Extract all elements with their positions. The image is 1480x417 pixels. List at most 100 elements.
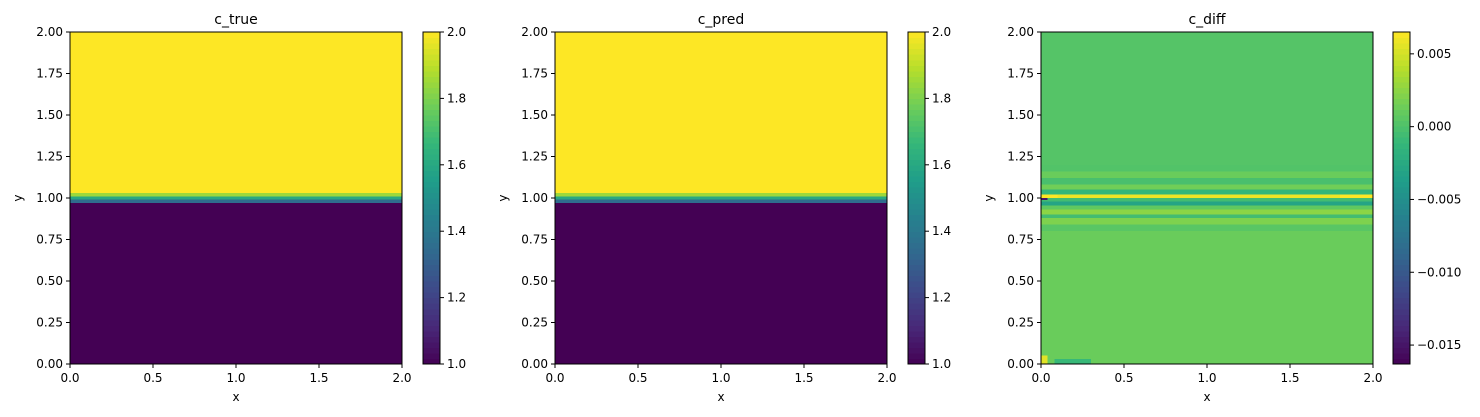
panel-1-colorbar-segment bbox=[423, 192, 440, 199]
panel-3-colorbar-segment bbox=[1393, 103, 1410, 111]
panel-3-colorbar-segment bbox=[1393, 330, 1410, 337]
panel-1-colorbar-segment bbox=[423, 103, 440, 111]
panel-3-heatmap-band bbox=[1041, 217, 1373, 225]
panel-2-colorbar-segment bbox=[908, 314, 925, 321]
panel-3-colorbar-segment bbox=[1393, 269, 1410, 277]
panel-2-colorbar-segment bbox=[908, 43, 925, 50]
panel-3-colorbar-segment bbox=[1393, 43, 1410, 50]
panel-2-colorbar-segment bbox=[908, 120, 925, 127]
panel-3-colorbar-segment bbox=[1393, 32, 1410, 39]
panel-1-colorbar-segment bbox=[423, 92, 440, 99]
panel-1-x-tick-label: 1.5 bbox=[309, 371, 328, 385]
panel-3-colorbar-segment bbox=[1393, 258, 1410, 265]
panel-1-colorbar-segment bbox=[423, 303, 440, 310]
panel-1-colorbar-segment bbox=[423, 341, 440, 348]
panel-3-colorbar-segment bbox=[1393, 59, 1410, 66]
panel-3-y-tick-label: 1.75 bbox=[1007, 67, 1034, 81]
panel-3-x-tick-label: 0.0 bbox=[1031, 371, 1050, 385]
panel-3-colorbar-tick-label: 0.005 bbox=[1417, 47, 1451, 61]
panel-2-colorbar-segment bbox=[908, 81, 925, 88]
panel-3-colorbar-segment bbox=[1393, 264, 1410, 271]
panel-1-colorbar-segment bbox=[423, 87, 440, 94]
panel-3-heatmap-spot bbox=[1339, 194, 1373, 198]
panel-2-colorbar-segment bbox=[908, 137, 925, 144]
panel-3-y-tick-label: 0.00 bbox=[1007, 357, 1034, 371]
panel-3-colorbar-segment bbox=[1393, 37, 1410, 44]
panel-2-y-tick-label: 0.50 bbox=[521, 274, 548, 288]
panel-3-y-axis-label: y bbox=[982, 194, 996, 201]
panel-3-colorbar-segment bbox=[1393, 126, 1410, 133]
panel-1-colorbar-segment bbox=[423, 209, 440, 216]
panel-3-heatmap-band bbox=[1041, 205, 1373, 210]
panel-3-colorbar-segment bbox=[1393, 286, 1410, 293]
panel-1-colorbar-segment bbox=[423, 153, 440, 160]
panel-1-colorbar-segment bbox=[423, 336, 440, 343]
panel-3-title: c_diff bbox=[1188, 12, 1225, 28]
panel-3-colorbar-segment bbox=[1393, 225, 1410, 232]
panel-1-y-tick-label: 0.25 bbox=[36, 316, 63, 330]
panel-3-colorbar-segment bbox=[1393, 214, 1410, 221]
panel-2-colorbar-segment bbox=[908, 59, 925, 66]
panel-1-colorbar-segment bbox=[423, 142, 440, 149]
panel-3-colorbar-segment bbox=[1393, 253, 1410, 260]
panel-1-colorbar-segment bbox=[423, 225, 440, 232]
panel-3-heatmap-spot bbox=[1054, 359, 1091, 364]
panel-3-colorbar-segment bbox=[1393, 109, 1410, 116]
panel-3-colorbar-segment bbox=[1393, 198, 1410, 205]
panel-3-x-axis-label: x bbox=[1203, 390, 1210, 404]
panel-2-x-tick-label: 1.5 bbox=[794, 371, 813, 385]
panel-3-colorbar-tick-label: −0.010 bbox=[1417, 265, 1461, 279]
panel-3-x-tick-label: 1.0 bbox=[1197, 371, 1216, 385]
panel-1-colorbar-segment bbox=[423, 76, 440, 83]
panel-1-colorbar-tick-label: 1.6 bbox=[447, 158, 466, 172]
panel-1-colorbar-segment bbox=[423, 242, 440, 249]
panel-2-colorbar-segment bbox=[908, 203, 925, 210]
panel-3-colorbar-segment bbox=[1393, 275, 1410, 282]
panel-3-colorbar-segment bbox=[1393, 76, 1410, 83]
panel-1-y-tick-label: 0.00 bbox=[36, 357, 63, 371]
panel-2-colorbar-segment bbox=[908, 175, 925, 182]
panel-2-colorbar-segment bbox=[908, 192, 925, 199]
panel-2-x-tick-label: 2.0 bbox=[877, 371, 896, 385]
panel-1-colorbar-segment bbox=[423, 347, 440, 354]
panel-3-colorbar-segment bbox=[1393, 220, 1410, 227]
panel-1-colorbar-tick-label: 1.0 bbox=[447, 357, 466, 371]
panel-1-colorbar-segment bbox=[423, 148, 440, 155]
panel-2-colorbar-segment bbox=[908, 209, 925, 216]
panel-2-colorbar-tick-label: 1.4 bbox=[932, 224, 951, 238]
panel-3-colorbar-frame bbox=[1392, 31, 1411, 365]
panel-1-colorbar-segment bbox=[423, 325, 440, 332]
panel-1-heatmap-band bbox=[70, 199, 402, 203]
panel-2-y-tick-label: 1.00 bbox=[521, 191, 548, 205]
panel-2-colorbar-segment bbox=[908, 281, 925, 288]
panel-1-colorbar-segment bbox=[423, 98, 440, 105]
panel-1-colorbar-segment bbox=[423, 319, 440, 326]
panel-2-y-tick-label: 1.25 bbox=[521, 150, 548, 164]
panel-2-colorbar-segment bbox=[908, 48, 925, 55]
panel-1-colorbar-segment bbox=[423, 159, 440, 166]
panel-2-heatmap-band bbox=[555, 199, 887, 203]
panel-1-colorbar-segment bbox=[423, 198, 440, 205]
panel-2-colorbar-segment bbox=[908, 269, 925, 277]
panel-1-colorbar-segment bbox=[423, 81, 440, 88]
panel-1-colorbar-segment bbox=[423, 253, 440, 260]
panel-1-colorbar-segment bbox=[423, 297, 440, 304]
panel-2-x-tick-label: 0.5 bbox=[628, 371, 647, 385]
panel-2-colorbar-tick-label: 1.2 bbox=[932, 291, 951, 305]
panel-3-x-tick-label: 1.5 bbox=[1280, 371, 1299, 385]
panel-3-colorbar-segment bbox=[1393, 242, 1410, 249]
panel-3-colorbar-segment bbox=[1393, 341, 1410, 348]
panel-3-heatmap-band bbox=[1041, 214, 1373, 218]
panel-3-colorbar-segment bbox=[1393, 54, 1410, 61]
panel-2-colorbar-segment bbox=[908, 275, 925, 282]
panel-2-heatmap-band bbox=[555, 32, 887, 194]
panel-1-x-axis-label: x bbox=[232, 390, 239, 404]
panel-3-colorbar-segment bbox=[1393, 148, 1410, 155]
panel-1-colorbar-tick-label: 1.8 bbox=[447, 91, 466, 105]
panel-3-colorbar-segment bbox=[1393, 209, 1410, 216]
panel-1-colorbar-segment bbox=[423, 258, 440, 265]
panel-1-y-axis-label: y bbox=[11, 194, 25, 201]
panel-3-colorbar-segment bbox=[1393, 308, 1410, 315]
panel-3-heatmap-band bbox=[1041, 32, 1373, 165]
